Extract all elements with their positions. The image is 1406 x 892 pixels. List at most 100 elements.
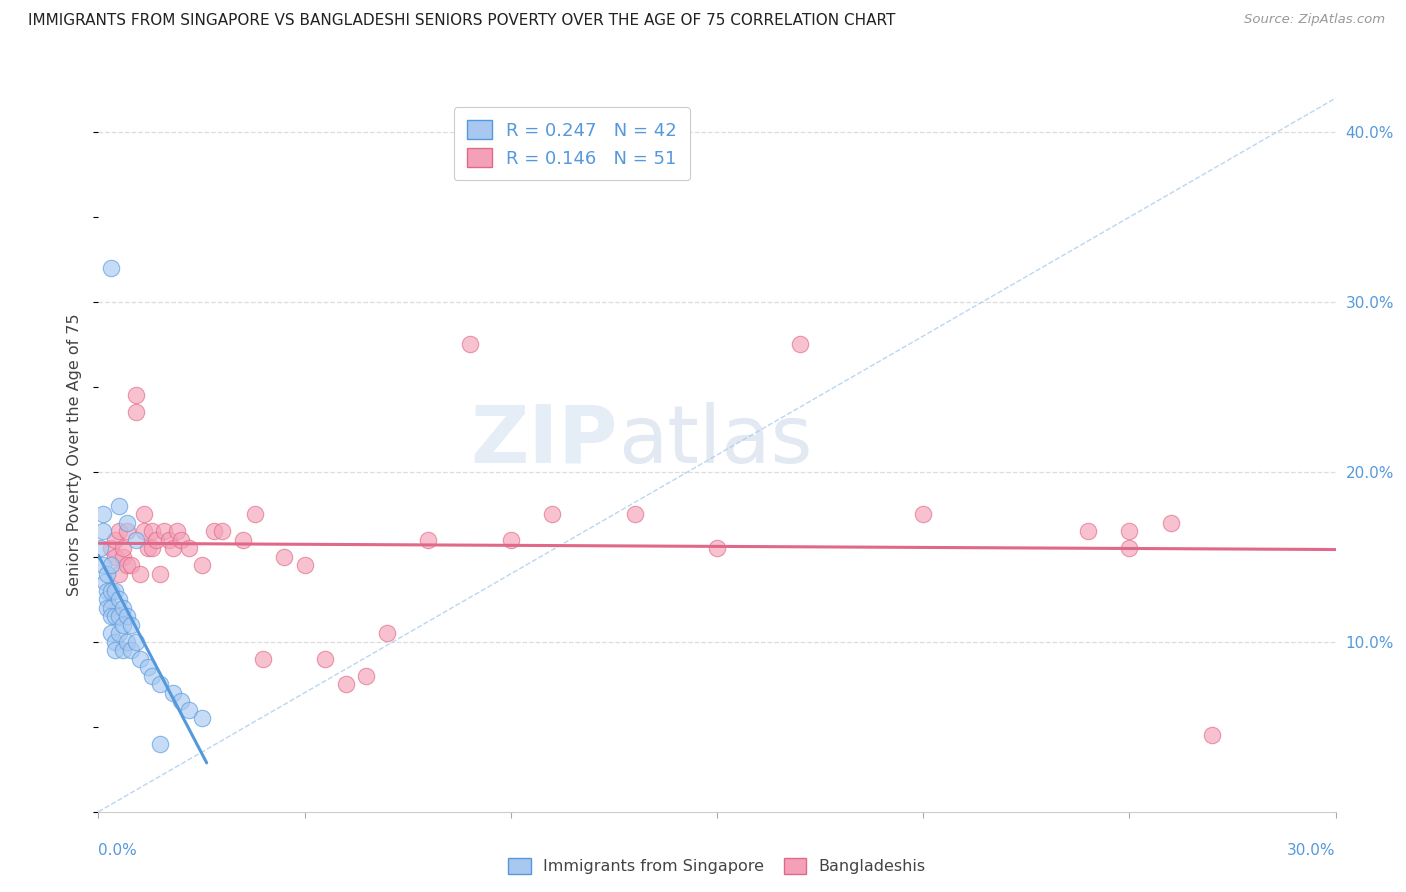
Point bbox=[104, 609, 127, 624]
Point bbox=[141, 541, 163, 556]
Point bbox=[124, 533, 146, 547]
Point bbox=[100, 626, 122, 640]
Point bbox=[104, 635, 127, 649]
Point bbox=[232, 533, 254, 547]
Point bbox=[136, 660, 159, 674]
Point bbox=[108, 524, 131, 539]
Point bbox=[112, 541, 135, 556]
Point bbox=[117, 516, 139, 530]
Point bbox=[128, 652, 150, 666]
Point bbox=[108, 592, 131, 607]
Point bbox=[149, 737, 172, 751]
Point bbox=[112, 617, 135, 632]
Point bbox=[418, 533, 440, 547]
Point bbox=[252, 652, 274, 666]
Text: atlas: atlas bbox=[619, 401, 813, 480]
Legend: Immigrants from Singapore, Bangladeshis: Immigrants from Singapore, Bangladeshis bbox=[501, 850, 934, 882]
Point bbox=[124, 635, 146, 649]
Point bbox=[179, 541, 201, 556]
Point bbox=[91, 524, 114, 539]
Point bbox=[706, 541, 728, 556]
Point bbox=[1077, 524, 1099, 539]
Y-axis label: Seniors Poverty Over the Age of 75: Seniors Poverty Over the Age of 75 bbox=[67, 314, 83, 596]
Point bbox=[141, 669, 163, 683]
Point bbox=[91, 558, 114, 573]
Point bbox=[1118, 541, 1140, 556]
Point bbox=[132, 508, 155, 522]
Point bbox=[149, 677, 172, 691]
Point bbox=[108, 609, 131, 624]
Point bbox=[375, 626, 398, 640]
Point bbox=[112, 549, 135, 564]
Text: Source: ZipAtlas.com: Source: ZipAtlas.com bbox=[1244, 13, 1385, 27]
Point bbox=[162, 541, 184, 556]
Point bbox=[120, 558, 142, 573]
Point bbox=[190, 711, 212, 725]
Point bbox=[124, 405, 146, 419]
Point bbox=[104, 549, 127, 564]
Point bbox=[170, 694, 193, 708]
Point bbox=[120, 643, 142, 657]
Text: ZIP: ZIP bbox=[471, 401, 619, 480]
Point bbox=[141, 524, 163, 539]
Point bbox=[912, 508, 935, 522]
Point bbox=[100, 260, 122, 275]
Point bbox=[104, 533, 127, 547]
Point bbox=[96, 600, 118, 615]
Point bbox=[458, 337, 481, 351]
Point bbox=[96, 566, 118, 581]
Point bbox=[273, 549, 295, 564]
Point bbox=[108, 626, 131, 640]
Point bbox=[356, 669, 378, 683]
Point bbox=[100, 609, 122, 624]
Point bbox=[112, 600, 135, 615]
Point bbox=[132, 524, 155, 539]
Point bbox=[314, 652, 336, 666]
Point bbox=[96, 583, 118, 598]
Point bbox=[117, 609, 139, 624]
Point bbox=[120, 617, 142, 632]
Point bbox=[166, 524, 188, 539]
Point bbox=[335, 677, 357, 691]
Point bbox=[149, 566, 172, 581]
Point bbox=[499, 533, 522, 547]
Point bbox=[211, 524, 233, 539]
Point bbox=[145, 533, 167, 547]
Point bbox=[153, 524, 176, 539]
Point bbox=[104, 643, 127, 657]
Point bbox=[1201, 728, 1223, 742]
Point bbox=[179, 703, 201, 717]
Point bbox=[1160, 516, 1182, 530]
Point bbox=[100, 541, 122, 556]
Point bbox=[96, 592, 118, 607]
Text: IMMIGRANTS FROM SINGAPORE VS BANGLADESHI SENIORS POVERTY OVER THE AGE OF 75 CORR: IMMIGRANTS FROM SINGAPORE VS BANGLADESHI… bbox=[28, 13, 896, 29]
Point bbox=[108, 499, 131, 513]
Point bbox=[1118, 524, 1140, 539]
Point bbox=[117, 558, 139, 573]
Point bbox=[128, 566, 150, 581]
Point bbox=[108, 566, 131, 581]
Point bbox=[112, 643, 135, 657]
Point bbox=[117, 524, 139, 539]
Point bbox=[202, 524, 225, 539]
Point bbox=[100, 558, 122, 573]
Point bbox=[124, 388, 146, 402]
Text: 0.0%: 0.0% bbox=[98, 843, 138, 858]
Point bbox=[170, 533, 193, 547]
Point bbox=[89, 541, 111, 556]
Point bbox=[117, 635, 139, 649]
Point bbox=[93, 575, 115, 590]
Point bbox=[100, 583, 122, 598]
Point bbox=[100, 600, 122, 615]
Point bbox=[104, 583, 127, 598]
Point bbox=[157, 533, 180, 547]
Point bbox=[789, 337, 811, 351]
Point bbox=[162, 686, 184, 700]
Point bbox=[623, 508, 645, 522]
Text: 30.0%: 30.0% bbox=[1288, 843, 1336, 858]
Point bbox=[541, 508, 564, 522]
Point bbox=[190, 558, 212, 573]
Point bbox=[294, 558, 316, 573]
Point bbox=[243, 508, 266, 522]
Point bbox=[136, 541, 159, 556]
